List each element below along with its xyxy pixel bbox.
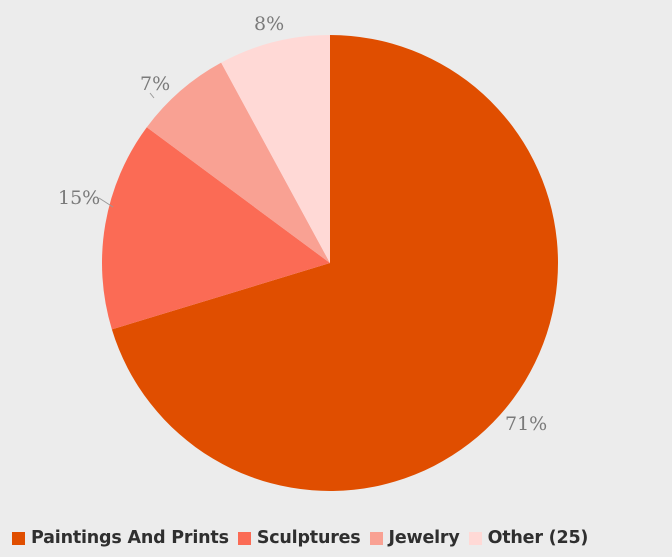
leader-line [149, 92, 155, 99]
legend-item: Other (25) [468, 528, 589, 548]
pie-slice-jewelry [146, 62, 330, 263]
legend-item: Jewelry [369, 528, 460, 548]
pie-slice-paintings-and-prints [111, 35, 558, 491]
data-label: 15% [58, 187, 100, 209]
slice-labels-group: 71% 15% 7% 8% [58, 13, 547, 435]
data-label: 8% [254, 13, 284, 35]
legend-swatch [468, 531, 482, 545]
legend: Paintings And Prints Sculptures Jewelry Oth… [12, 522, 597, 554]
legend-label: Other (25) [487, 528, 589, 548]
legend-swatch [237, 531, 251, 545]
legend-label: Jewelry [388, 528, 460, 548]
legend-label: Paintings And Prints [31, 528, 229, 548]
leader-line [98, 197, 114, 208]
data-label: 71% [505, 413, 547, 435]
data-label: 7% [140, 73, 170, 95]
slices-group [101, 35, 558, 491]
legend-item: Sculptures [237, 528, 361, 548]
pie-plot-area: 71% 15% 7% 8% [58, 13, 558, 491]
legend-label: Sculptures [256, 528, 361, 548]
legend-swatch [369, 531, 383, 545]
pie-slice-other-25 [221, 35, 330, 263]
legend-item: Paintings And Prints [12, 528, 229, 548]
pie-slice-sculptures [101, 127, 330, 330]
legend-swatch [12, 531, 25, 545]
